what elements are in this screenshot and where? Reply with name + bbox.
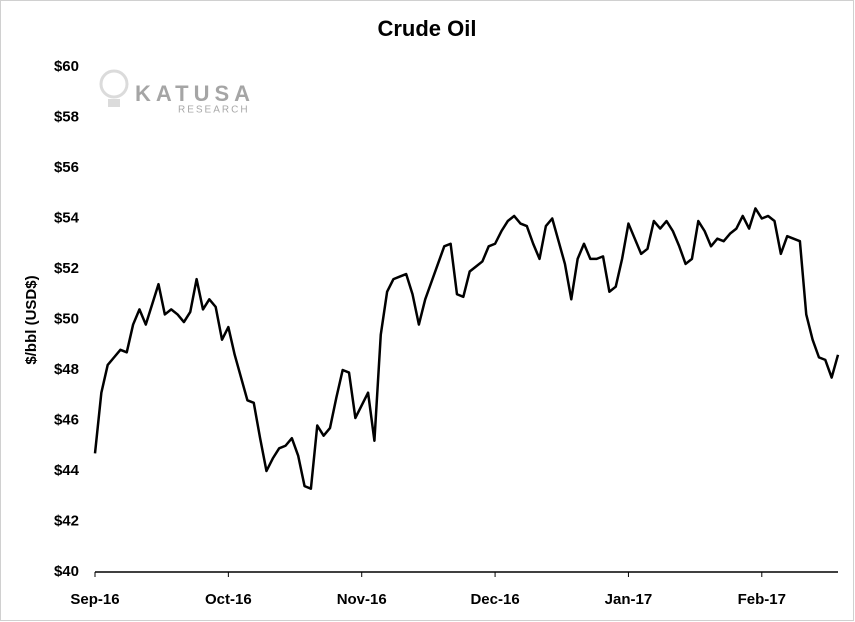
x-tick-label: Oct-16	[205, 591, 252, 608]
x-tick-label: Nov-16	[337, 591, 387, 608]
chart-title: Crude Oil	[377, 16, 476, 41]
y-tick-label: $60	[54, 58, 79, 75]
y-tick-label: $52	[54, 260, 79, 277]
x-tick-label: Sep-16	[70, 591, 119, 608]
watermark-text: KATUSA	[135, 81, 255, 106]
y-tick-label: $42	[54, 512, 79, 529]
watermark: KATUSA RESEARCH	[99, 69, 255, 116]
y-tick-label: $48	[54, 361, 79, 378]
price-line	[93, 207, 840, 490]
y-tick-label: $40	[54, 563, 79, 580]
y-tick-label: $50	[54, 310, 79, 327]
x-tick-label: Feb-17	[738, 591, 786, 608]
y-tick-label: $54	[54, 209, 80, 226]
watermark-icon	[99, 69, 129, 99]
y-tick-label: $44	[54, 462, 80, 479]
y-tick-label: $46	[54, 411, 79, 428]
x-tick-label: Jan-17	[605, 591, 653, 608]
y-tick-label: $56	[54, 159, 79, 176]
y-tick-label: $58	[54, 108, 79, 125]
y-axis-label: $/bbl (USD$)	[23, 275, 40, 364]
x-tick-label: Dec-16	[470, 591, 519, 608]
watermark-subtext: RESEARCH	[178, 105, 250, 116]
watermark-icon-base	[108, 99, 120, 107]
